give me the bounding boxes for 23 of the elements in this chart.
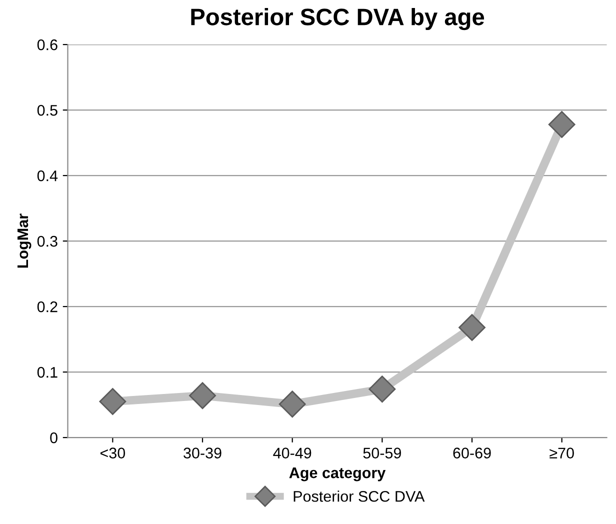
- legend-label: Posterior SCC DVA: [294, 490, 425, 502]
- y-tick-label: 0.2: [37, 301, 58, 312]
- y-tick-label: 0.5: [37, 104, 58, 116]
- y-tick-label: 0.1: [37, 366, 58, 378]
- y-tick-label: 0: [50, 432, 58, 444]
- x-tick-label: 40-49: [273, 448, 312, 458]
- point: [368, 376, 396, 403]
- point: [278, 390, 306, 418]
- x-tick-label: 30-39: [184, 448, 222, 458]
- chart-title: Posterior SCC DVA by age: [191, 8, 484, 30]
- point: [189, 382, 216, 410]
- y-tick-label: 0.6: [37, 39, 58, 50]
- point: [458, 314, 486, 341]
- x-tick-label: <30: [100, 448, 126, 458]
- point: [548, 110, 576, 138]
- y-tick-label: 0.4: [37, 170, 58, 182]
- y-axis-title: LogMar: [18, 214, 32, 268]
- x-tick-label: 50-59: [363, 448, 401, 458]
- x-tick-label: 60-69: [453, 448, 491, 458]
- x-axis-title: Age category: [289, 468, 386, 482]
- y-tick-label: 0.3: [37, 236, 58, 247]
- point: [99, 388, 126, 415]
- x-tick-label: ≥70: [550, 448, 574, 458]
